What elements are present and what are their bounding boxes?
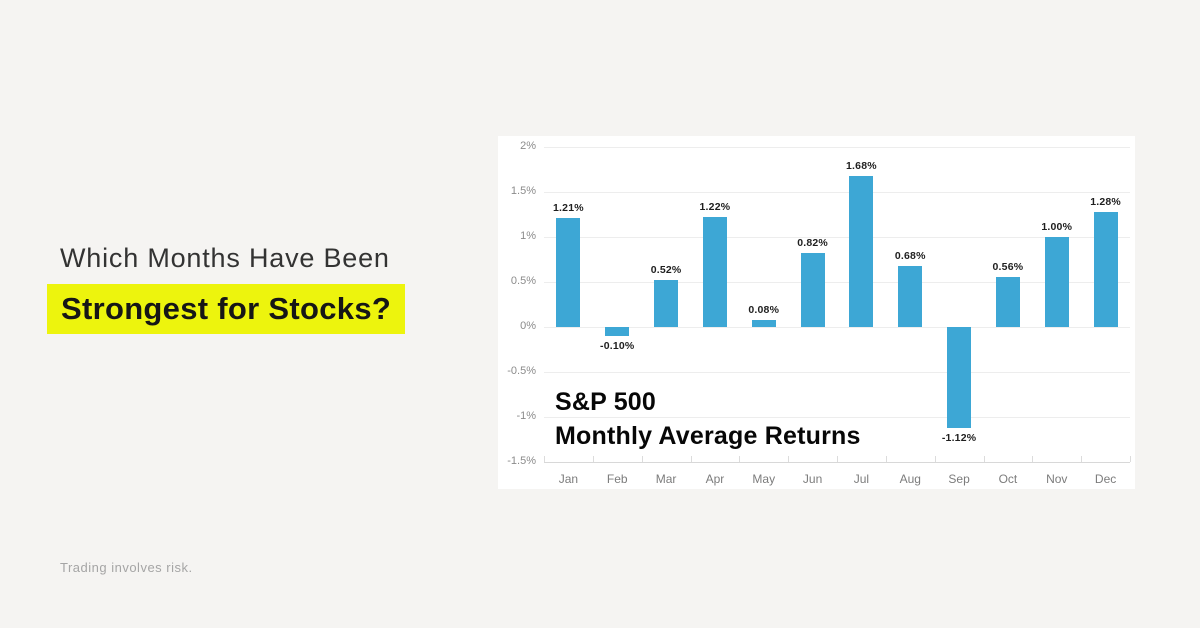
x-axis-category-label: May <box>752 472 776 486</box>
x-axis-category-label: Jan <box>558 472 579 486</box>
headline: Which Months Have Been Strongest for Sto… <box>47 242 406 334</box>
bar-feb <box>605 327 630 336</box>
chart-panel: 2% 1.5% 1% 0.5% 0% -0.5% -1% -1.5% 1.21% Jan -0.10… <box>498 136 1135 489</box>
bar-value-label: 0.08% <box>748 303 780 316</box>
x-axis-category-label: Nov <box>1046 472 1068 486</box>
bar-mar <box>654 280 679 327</box>
grid-line <box>544 236 1130 238</box>
headline-highlight: Strongest for Stocks? <box>47 284 406 334</box>
x-axis-category-label: Mar <box>655 472 677 486</box>
bar-apr <box>702 217 727 327</box>
chart-title-line1: S&P 500 <box>555 388 657 416</box>
y-axis-tick-label: 0.5% <box>510 275 536 287</box>
disclaimer-text: Trading involves risk. <box>60 560 193 575</box>
x-axis-tick <box>885 456 887 462</box>
bar-value-label: 0.68% <box>894 249 926 262</box>
grid-line <box>544 461 1130 463</box>
grid-line <box>544 326 1130 328</box>
x-axis-category-label: Jul <box>853 472 870 486</box>
bar-sep <box>947 327 972 428</box>
x-axis-tick <box>983 456 985 462</box>
y-axis-tick-label: 2% <box>520 140 536 152</box>
grid-line <box>544 281 1130 283</box>
bar-jun <box>800 253 825 327</box>
x-axis-tick <box>690 456 692 462</box>
headline-line2: Strongest for Stocks? <box>47 284 406 334</box>
bar-value-label: 1.68% <box>846 159 877 172</box>
chart-title: S&P 500 Monthly Average Returns <box>555 385 861 453</box>
grid-line <box>544 146 1130 148</box>
y-axis-tick-label: -1.5% <box>507 455 536 467</box>
bar-value-label: 1.21% <box>553 202 584 215</box>
x-axis-tick <box>1032 456 1034 462</box>
x-axis-tick <box>934 456 936 462</box>
bar-aug <box>898 265 923 327</box>
bar-value-label: -0.10% <box>600 340 635 352</box>
plot-area: 2% 1.5% 1% 0.5% 0% -0.5% -1% -1.5% 1.21% Jan -0.10… <box>498 136 1135 489</box>
x-axis-tick <box>739 456 741 462</box>
bar-may <box>751 319 776 327</box>
x-axis-tick <box>592 456 594 462</box>
y-axis-tick-label: -1% <box>516 410 536 422</box>
bar-oct <box>995 276 1020 327</box>
x-axis-category-label: Aug <box>899 472 921 486</box>
y-axis-tick-label: 1% <box>520 230 536 242</box>
y-axis-tick-label: 1.5% <box>510 185 536 197</box>
bar-dec <box>1093 211 1118 327</box>
x-axis-category-label: Oct <box>998 472 1018 486</box>
bar-jul <box>849 175 874 327</box>
bar-value-label: 1.22% <box>699 201 731 214</box>
x-axis-category-label: Sep <box>948 472 970 486</box>
x-axis-category-label: Dec <box>1094 472 1117 486</box>
x-axis-category-label: Feb <box>606 472 628 486</box>
x-axis-tick <box>788 456 790 462</box>
bar-value-label: 0.82% <box>797 237 828 250</box>
y-axis-tick-label: 0% <box>520 320 536 332</box>
bar-value-label: 1.28% <box>1090 195 1121 208</box>
x-axis-tick <box>837 456 838 462</box>
bar-value-label: 1.00% <box>1041 221 1073 233</box>
y-axis-tick-label: -0.5% <box>507 365 536 377</box>
x-axis-tick <box>1130 456 1131 462</box>
grid-line <box>544 371 1130 373</box>
x-axis-tick <box>1081 456 1083 462</box>
grid-line <box>544 416 1130 418</box>
x-axis-tick <box>544 456 545 462</box>
x-axis-category-label: Apr <box>705 472 725 486</box>
headline-line1: Which Months Have Been <box>60 243 390 273</box>
bar-jan <box>556 218 581 327</box>
bar-nov <box>1044 237 1069 327</box>
grid-line <box>544 191 1130 193</box>
x-axis-category-label: Jun <box>802 472 823 486</box>
chart-title-line2: Monthly Average Returns <box>555 422 861 450</box>
bar-value-label: 0.52% <box>650 264 682 277</box>
bar-value-label: -1.12% <box>941 431 977 444</box>
x-axis-tick <box>641 456 643 462</box>
bar-value-label: 0.56% <box>992 260 1024 273</box>
